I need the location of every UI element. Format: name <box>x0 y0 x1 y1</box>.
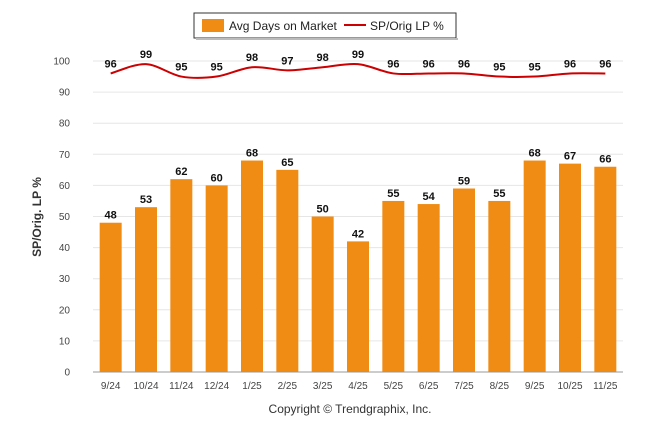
line-series <box>110 62 606 79</box>
bar <box>135 207 157 372</box>
bar-data-label: 60 <box>211 172 223 184</box>
y-tick-label: 10 <box>59 336 71 347</box>
x-tick-label: 11/24 <box>169 381 194 392</box>
x-tick-label: 10/24 <box>133 381 158 392</box>
legend-box-shadow <box>196 38 458 40</box>
bar <box>594 166 617 372</box>
x-axis-ticks: 9/24 10/24 11/24 12/24 1/25 2/25 3/25 4/25 5/25 6… <box>101 381 618 392</box>
x-tick-label: 5/25 <box>384 381 404 392</box>
line-data-label: 98 <box>317 52 329 64</box>
line-data-label: 96 <box>387 58 399 70</box>
y-tick-label: 60 <box>59 181 71 192</box>
y-tick-label: 90 <box>59 88 71 99</box>
legend-label-line: SP/Orig LP % <box>370 19 444 33</box>
bar <box>417 204 440 372</box>
x-tick-label: 1/25 <box>242 381 262 392</box>
y-axis-ticks: 0 10 20 30 40 50 60 70 80 90 100 <box>53 57 70 379</box>
x-tick-label: 8/25 <box>490 381 510 392</box>
bar <box>488 200 511 372</box>
bar <box>99 222 122 372</box>
bar-data-label: 59 <box>458 176 470 188</box>
legend-label-bar: Avg Days on Market <box>229 19 337 33</box>
bar-data-label: 42 <box>352 228 364 240</box>
legend-swatch-bar <box>202 19 224 32</box>
x-tick-label: 6/25 <box>419 381 439 392</box>
bar-data-label: 67 <box>564 151 576 163</box>
legend: Avg Days on Market SP/Orig LP % <box>193 12 458 40</box>
line-data-label: 98 <box>246 52 258 64</box>
bar-data-label: 62 <box>175 166 187 178</box>
bar-data-label: 48 <box>105 210 117 222</box>
x-tick-label: 4/25 <box>348 381 368 392</box>
bar-data-label: 50 <box>317 204 329 216</box>
bar <box>559 163 581 372</box>
line-data-label: 96 <box>423 58 435 70</box>
y-tick-label: 30 <box>59 274 71 285</box>
bars <box>99 160 617 372</box>
bar <box>241 160 263 372</box>
line-data-labels: 96 99 95 95 98 97 98 99 96 96 96 95 95 96 96 <box>105 49 612 73</box>
bar-data-label: 66 <box>599 154 611 166</box>
y-axis-title: SP/Orig. LP % <box>30 177 44 257</box>
bar <box>382 200 405 372</box>
line-data-label: 95 <box>211 62 223 74</box>
bar <box>205 185 228 372</box>
y-tick-label: 40 <box>59 243 71 254</box>
line-data-label: 99 <box>352 49 364 61</box>
legend-box <box>193 12 457 39</box>
y-tick-label: 70 <box>59 150 71 161</box>
x-tick-label: 7/25 <box>454 381 474 392</box>
line-data-label: 96 <box>599 58 611 70</box>
bar <box>347 241 369 372</box>
x-tick-label: 2/25 <box>278 381 298 392</box>
y-tick-label: 100 <box>53 57 70 68</box>
bar-data-label: 55 <box>387 188 399 200</box>
bar-data-label: 54 <box>423 191 436 203</box>
bar-data-label: 68 <box>529 148 541 160</box>
line-data-label: 96 <box>564 58 576 70</box>
line-data-label: 95 <box>529 62 541 74</box>
bar <box>276 169 299 372</box>
line-data-label: 97 <box>281 55 293 67</box>
y-tick-label: 80 <box>59 119 71 130</box>
bar-data-label: 68 <box>246 148 258 160</box>
bar <box>523 160 546 372</box>
x-tick-label: 10/25 <box>557 381 582 392</box>
line-data-label: 95 <box>175 62 187 74</box>
x-tick-label: 12/24 <box>204 381 229 392</box>
x-tick-label: 11/25 <box>593 381 618 392</box>
line-data-label: 96 <box>458 58 470 70</box>
y-tick-label: 0 <box>64 368 70 379</box>
x-tick-label: 3/25 <box>313 381 333 392</box>
y-tick-label: 50 <box>59 212 71 223</box>
line-data-label: 99 <box>140 49 152 61</box>
line-data-label: 96 <box>105 58 117 70</box>
bar <box>311 216 334 372</box>
x-tick-label: 9/24 <box>101 381 121 392</box>
bar-data-labels: 48 53 62 60 68 65 50 42 55 54 59 55 68 67 66 <box>105 148 612 241</box>
copyright: Copyright © Trendgraphix, Inc. <box>269 402 432 416</box>
bar <box>453 188 475 372</box>
bar-data-label: 53 <box>140 194 152 206</box>
bar <box>170 179 193 372</box>
bar-data-label: 55 <box>493 188 505 200</box>
bar-data-label: 65 <box>281 157 293 169</box>
line-data-label: 95 <box>493 62 505 74</box>
y-tick-label: 20 <box>59 305 71 316</box>
x-tick-label: 9/25 <box>525 381 545 392</box>
series-line <box>110 62 606 79</box>
